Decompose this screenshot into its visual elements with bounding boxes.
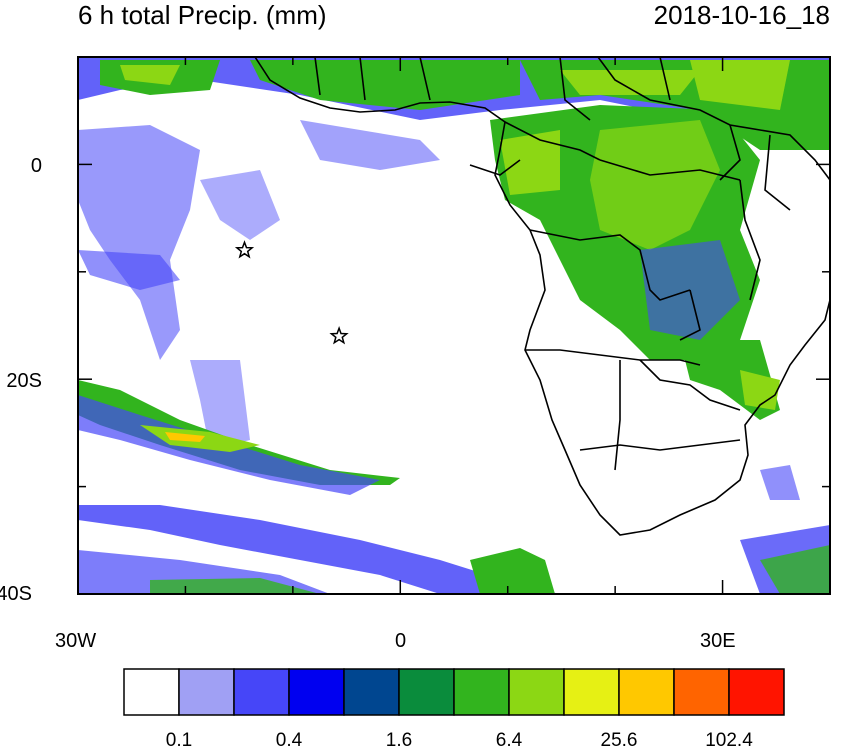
colorbar (123, 668, 785, 716)
colorbar-swatch (398, 668, 455, 716)
lon-label-30e: 30E (700, 630, 736, 652)
colorbar-swatch (618, 668, 675, 716)
star-markers (234, 240, 349, 345)
precip-field (78, 57, 830, 594)
lon-label-0: 0 (395, 630, 407, 652)
star-marker (234, 240, 255, 259)
colorbar-swatch (453, 668, 510, 716)
colorbar-swatch (178, 668, 235, 716)
map-title: 6 h total Precip. (mm) (78, 0, 327, 30)
colorbar-swatch (508, 668, 565, 716)
colorbar-label: 6.4 (495, 730, 523, 751)
lon-label-30w: 30W (55, 630, 97, 652)
lat-label-20s: 20S (6, 370, 42, 392)
colorbar-label: 0.1 (165, 730, 193, 751)
colorbar-swatch (123, 668, 180, 716)
colorbar-label: 102.4 (705, 730, 753, 751)
map-frame (77, 56, 831, 595)
map-date: 2018-10-16_18 (653, 0, 830, 30)
lat-label-40s: 40S (0, 583, 32, 605)
colorbar-swatch (728, 668, 785, 716)
colorbar-swatch (563, 668, 620, 716)
coastlines (254, 57, 830, 536)
star-marker (329, 326, 349, 345)
lat-label-0: 0 (30, 155, 42, 177)
colorbar-swatch (343, 668, 400, 716)
axis-ticks (77, 56, 831, 595)
colorbar-swatch (673, 668, 730, 716)
colorbar-label: 1.6 (385, 730, 413, 751)
colorbar-label: 0.4 (275, 730, 303, 751)
colorbar-swatch (288, 668, 345, 716)
colorbar-swatch (233, 668, 290, 716)
colorbar-label: 25.6 (600, 730, 638, 751)
